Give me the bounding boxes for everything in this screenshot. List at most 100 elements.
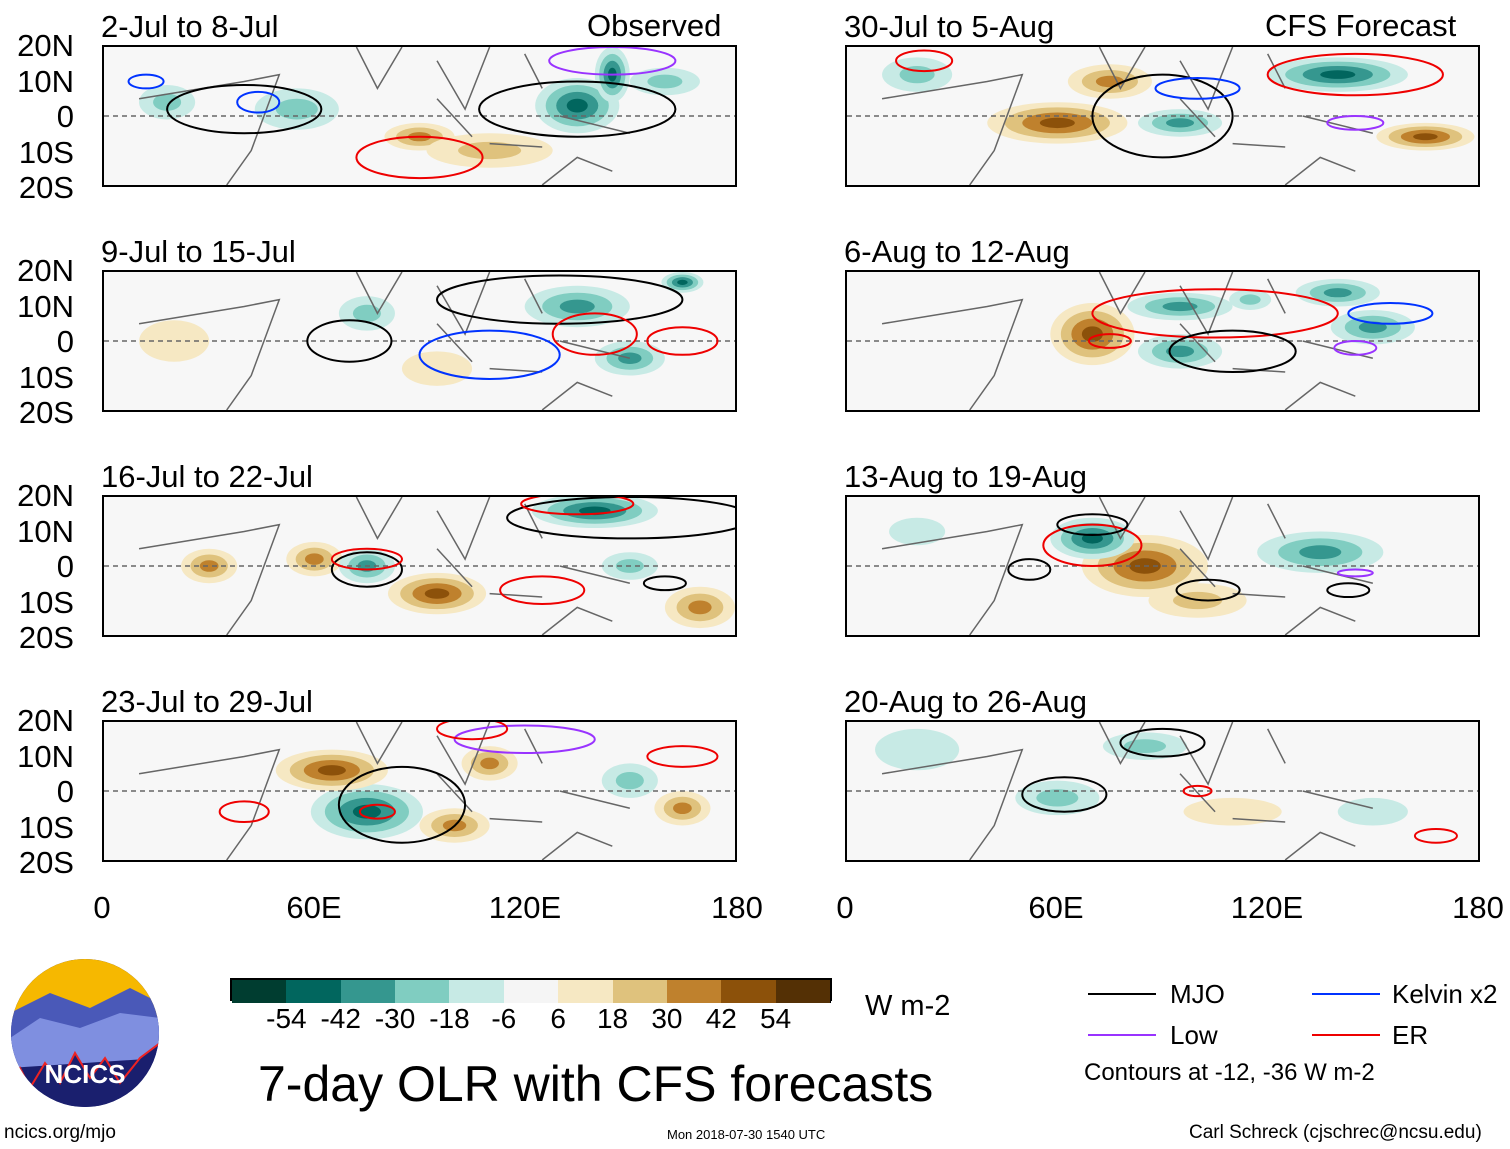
panel-title: 6-Aug to 12-Aug [844, 234, 1070, 269]
olr-anomaly [875, 728, 960, 771]
olr-anomaly [677, 279, 688, 285]
colorbar-swatch [340, 980, 397, 1003]
olr-anomaly [1337, 797, 1408, 826]
lon-tick: 120E [1230, 890, 1304, 925]
wave-contour [1333, 340, 1378, 356]
lon-tick: 0 [93, 890, 111, 925]
colorbar-label: -6 [491, 1003, 517, 1034]
wave-contour [1336, 568, 1374, 578]
lat-tick: 0 [56, 324, 74, 359]
contour-note: Contours at -12, -36 W m-2 [1084, 1059, 1375, 1086]
colorbar-swatch [775, 980, 832, 1003]
olr-anomaly [559, 299, 595, 314]
colorbar-swatch [286, 980, 343, 1003]
wave-contour [358, 803, 396, 820]
wave-contour [306, 319, 393, 363]
colorbar-swatch [612, 980, 669, 1003]
wave-contour [453, 724, 596, 755]
coastline [138, 47, 631, 185]
legend-swatch-low [1088, 1034, 1156, 1036]
wave-contour [1154, 77, 1241, 100]
map-panel-right-1 [845, 45, 1480, 187]
colorbar-swatch [721, 980, 778, 1003]
olr-anomaly [1323, 288, 1352, 298]
lon-tick: 0 [836, 890, 854, 925]
olr-anomaly [1039, 117, 1075, 129]
legend-label: MJO [1170, 979, 1225, 1009]
coastline [138, 272, 631, 410]
olr-anomaly [1123, 739, 1167, 754]
olr-anomaly [1413, 133, 1438, 141]
panel-title: 9-Jul to 15-Jul [101, 234, 296, 269]
panel-title: 23-Jul to 29-Jul [101, 684, 313, 719]
map-panel-left-1 [102, 45, 737, 187]
observed-label: Observed [587, 8, 722, 43]
colorbar-label: 42 [705, 1003, 737, 1034]
logo-text: NCICS [45, 1059, 126, 1089]
map-panel-left-2 [102, 270, 737, 412]
olr-anomaly [615, 772, 644, 790]
olr-anomaly [1162, 301, 1198, 312]
website-link[interactable]: ncics.org/mjo [4, 1122, 116, 1143]
lon-tick: 60E [286, 890, 342, 925]
map-panel-right-4 [845, 720, 1480, 862]
lon-tick: 180 [1452, 890, 1504, 925]
colorbar-label: -18 [429, 1003, 470, 1034]
lon-tick: 180 [711, 890, 763, 925]
legend-swatch-er [1312, 1034, 1380, 1036]
olr-anomaly [352, 804, 381, 819]
wave-contour [1175, 578, 1241, 602]
panel-title: 30-Jul to 5-Aug [844, 9, 1055, 44]
colorbar-label: 18 [596, 1003, 629, 1034]
wave-contour [1266, 52, 1444, 97]
olr-anomaly [275, 98, 318, 120]
olr-anomaly [1036, 789, 1079, 807]
olr-anomaly [889, 517, 946, 546]
wave-contour [330, 547, 403, 571]
map-panel-right-3 [845, 495, 1480, 637]
colorbar-label: -42 [320, 1003, 361, 1034]
colorbar-units: W m-2 [865, 990, 951, 1022]
map-panel-left-3 [102, 495, 737, 637]
olr-anomaly [688, 600, 712, 615]
lat-tick: 0 [56, 549, 74, 584]
colorbar-label: -30 [374, 1003, 416, 1034]
legend-label: Kelvin x2 [1392, 979, 1498, 1009]
wave-contour [646, 326, 719, 356]
coastline [881, 47, 1374, 185]
lat-tick: 0 [56, 99, 74, 134]
colorbar-label: -54 [266, 1003, 307, 1034]
wave-contour [330, 551, 403, 588]
olr-anomaly [566, 98, 588, 113]
olr-anomaly [401, 351, 473, 386]
wave-contour [166, 83, 323, 135]
olr-anomaly [352, 304, 381, 323]
colorbar-swatch [449, 980, 506, 1003]
legend-swatch-mjo [1088, 993, 1156, 995]
lat-tick: 20S [18, 395, 74, 430]
coastline [138, 497, 631, 635]
olr-anomaly [199, 560, 219, 572]
wave-contour [1021, 776, 1108, 813]
olr-anomaly [647, 74, 683, 89]
colorbar-swatch [395, 980, 451, 1003]
panel-title: 20-Aug to 26-Aug [844, 684, 1088, 719]
lat-tick: 10N [17, 513, 74, 549]
wave-contour [1326, 582, 1371, 599]
panel-title: 2-Jul to 8-Jul [101, 9, 279, 44]
colorbar-label: 6 [550, 1003, 566, 1034]
wave-contour [1091, 288, 1339, 339]
wave-contour [1087, 333, 1132, 349]
wave-contour [642, 575, 687, 592]
olr-anomaly [304, 553, 324, 565]
olr-anomaly [139, 320, 210, 362]
lat-tick: 20S [18, 620, 74, 655]
wave-contour [506, 497, 735, 540]
wave-contour [548, 47, 677, 76]
coastline [881, 497, 1374, 635]
lat-tick: 20N [17, 28, 74, 63]
wave-contour [218, 800, 270, 824]
wave-contour [551, 312, 638, 356]
lat-tick: 10N [17, 288, 74, 324]
